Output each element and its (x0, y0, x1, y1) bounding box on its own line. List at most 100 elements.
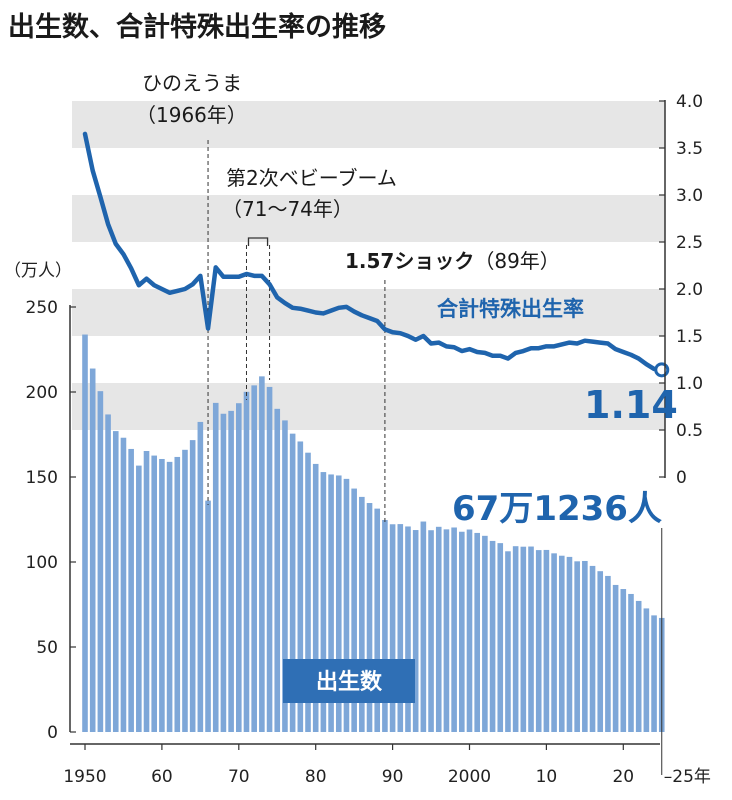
births-bar-1966 (205, 500, 211, 732)
births-bar-1960 (159, 458, 165, 732)
births-bar-1994 (420, 521, 427, 732)
x-tick-label-2: 70 (228, 767, 250, 787)
x-tick-label-3: 80 (305, 767, 327, 787)
births-bar-2007 (520, 546, 527, 732)
births-bar-2001 (474, 532, 480, 732)
rate-line (82, 131, 664, 373)
births-bar-1958 (143, 450, 150, 732)
right-tick-label-2.5: 2.5 (676, 233, 703, 253)
births-bar-1975 (274, 408, 281, 732)
births-bar-1953 (105, 414, 111, 732)
left-tick-label-150: 150 (26, 468, 58, 488)
births-bar-2000 (466, 529, 473, 732)
rate-series-label: 合計特殊出生率 (437, 297, 584, 321)
rate-band-2 (72, 195, 665, 242)
births-bar-1977 (289, 433, 296, 732)
births-bar-2011 (551, 553, 557, 732)
births-bar-2005 (505, 551, 511, 732)
rate-latest-label: 1.14 (584, 383, 678, 427)
shock-label: 1.57ショック（89年） (345, 249, 560, 273)
births-bar-1976 (282, 420, 288, 732)
x-tick-label-6: 10 (536, 767, 558, 787)
left-axis-unit: （万人） (4, 261, 72, 281)
births-bar-1956 (128, 448, 134, 732)
births-latest-label: 67万1236人 (452, 489, 662, 529)
births-bar-1962 (174, 456, 181, 732)
births-bar-2013 (566, 556, 573, 732)
right-tick-label-4: 4.0 (676, 92, 703, 112)
x-tick-label-5: 2000 (448, 767, 491, 787)
rate-end-marker (654, 362, 670, 378)
births-bar-1963 (182, 449, 188, 732)
births-bar-2014 (574, 561, 580, 732)
births-bar-1979 (305, 452, 311, 732)
right-tick-label-3.5: 3.5 (676, 139, 703, 159)
rate-band-3 (72, 101, 665, 148)
births-bar-2009 (535, 550, 542, 732)
chart-title: 出生数、合計特殊出生率の推移 (8, 11, 386, 43)
births-bar-2004 (497, 543, 504, 732)
left-tick-label-50: 50 (36, 638, 58, 658)
hinoeuma-label: ひのえうま (142, 71, 242, 95)
left-tick-labels: 0 50 100 150 200 250 (26, 298, 76, 743)
births-bar-2010 (543, 549, 550, 732)
births-bar-2008 (528, 546, 534, 732)
births-bar-2015 (582, 560, 588, 732)
births-bar-1964 (189, 440, 196, 732)
births-bar-2012 (558, 555, 565, 732)
births-bar-1998 (451, 527, 457, 732)
births-bar-1988 (374, 508, 381, 732)
rate-band-1 (72, 289, 665, 336)
right-tick-label-0: 0 (676, 468, 687, 488)
left-tick-label-200: 200 (26, 383, 58, 403)
births-bar-2018 (605, 575, 611, 732)
births-bar-2002 (482, 535, 488, 732)
births-bar-1986 (359, 496, 365, 732)
births-bar-1995 (428, 530, 434, 732)
births-bar-1992 (405, 526, 411, 732)
births-bar-1951 (89, 368, 96, 732)
births-bar-1985 (351, 488, 357, 732)
births-bar-1967 (212, 402, 219, 732)
right-tick-labels: 0 0.5 1.0 1.5 2.0 2.5 3.0 3.5 4.0 (659, 92, 703, 488)
births-bar-2022 (635, 600, 642, 732)
births-bar-1989 (382, 520, 388, 732)
x-tick-label-0: 1950 (63, 767, 106, 787)
x-tick-label-4: 90 (382, 767, 404, 787)
births-bar-1981 (320, 472, 327, 732)
births-badge: 出生数 (283, 659, 415, 703)
births-bar-2006 (512, 546, 519, 732)
births-bar-1965 (197, 421, 204, 732)
births-badge-label: 出生数 (316, 669, 383, 695)
births-bar-1952 (97, 391, 104, 732)
right-tick-label-2: 2.0 (676, 280, 703, 300)
x-tick-label-7: 20 (612, 767, 634, 787)
left-tick-label-0: 0 (47, 723, 58, 743)
births-bar-1961 (166, 461, 173, 732)
baby-boom-label: 第2次ベビーブーム (226, 166, 397, 190)
births-bar-2019 (612, 584, 619, 732)
births-bar-2024 (651, 615, 657, 732)
hinoeuma-year: （1966年） (136, 103, 247, 127)
births-bar-1990 (389, 524, 396, 732)
births-bar-1955 (120, 437, 127, 732)
x-tick-labels: 1950 60 70 80 90 2000 10 20 –25年 (63, 744, 711, 787)
births-bar-2017 (597, 571, 604, 732)
births-badge-box (283, 659, 415, 703)
baby-boom-bracket (247, 237, 269, 246)
births-bar-1983 (335, 475, 342, 732)
births-bar-1972 (251, 385, 257, 732)
right-tick-label-1.5: 1.5 (676, 327, 703, 347)
shock-label-year: （89年） (474, 249, 559, 273)
right-tick-label-0.5: 0.5 (676, 421, 703, 441)
births-bar-1982 (328, 474, 334, 732)
rate-bands (72, 101, 665, 430)
births-bar-1999 (459, 531, 465, 732)
births-bar-1997 (443, 529, 450, 732)
births-bar-1996 (435, 526, 442, 732)
right-tick-label-1: 1.0 (676, 374, 703, 394)
rate-band-0 (72, 383, 665, 430)
left-tick-label-250: 250 (26, 298, 58, 318)
births-bar-2016 (589, 565, 596, 732)
births-bar-1993 (412, 530, 419, 732)
